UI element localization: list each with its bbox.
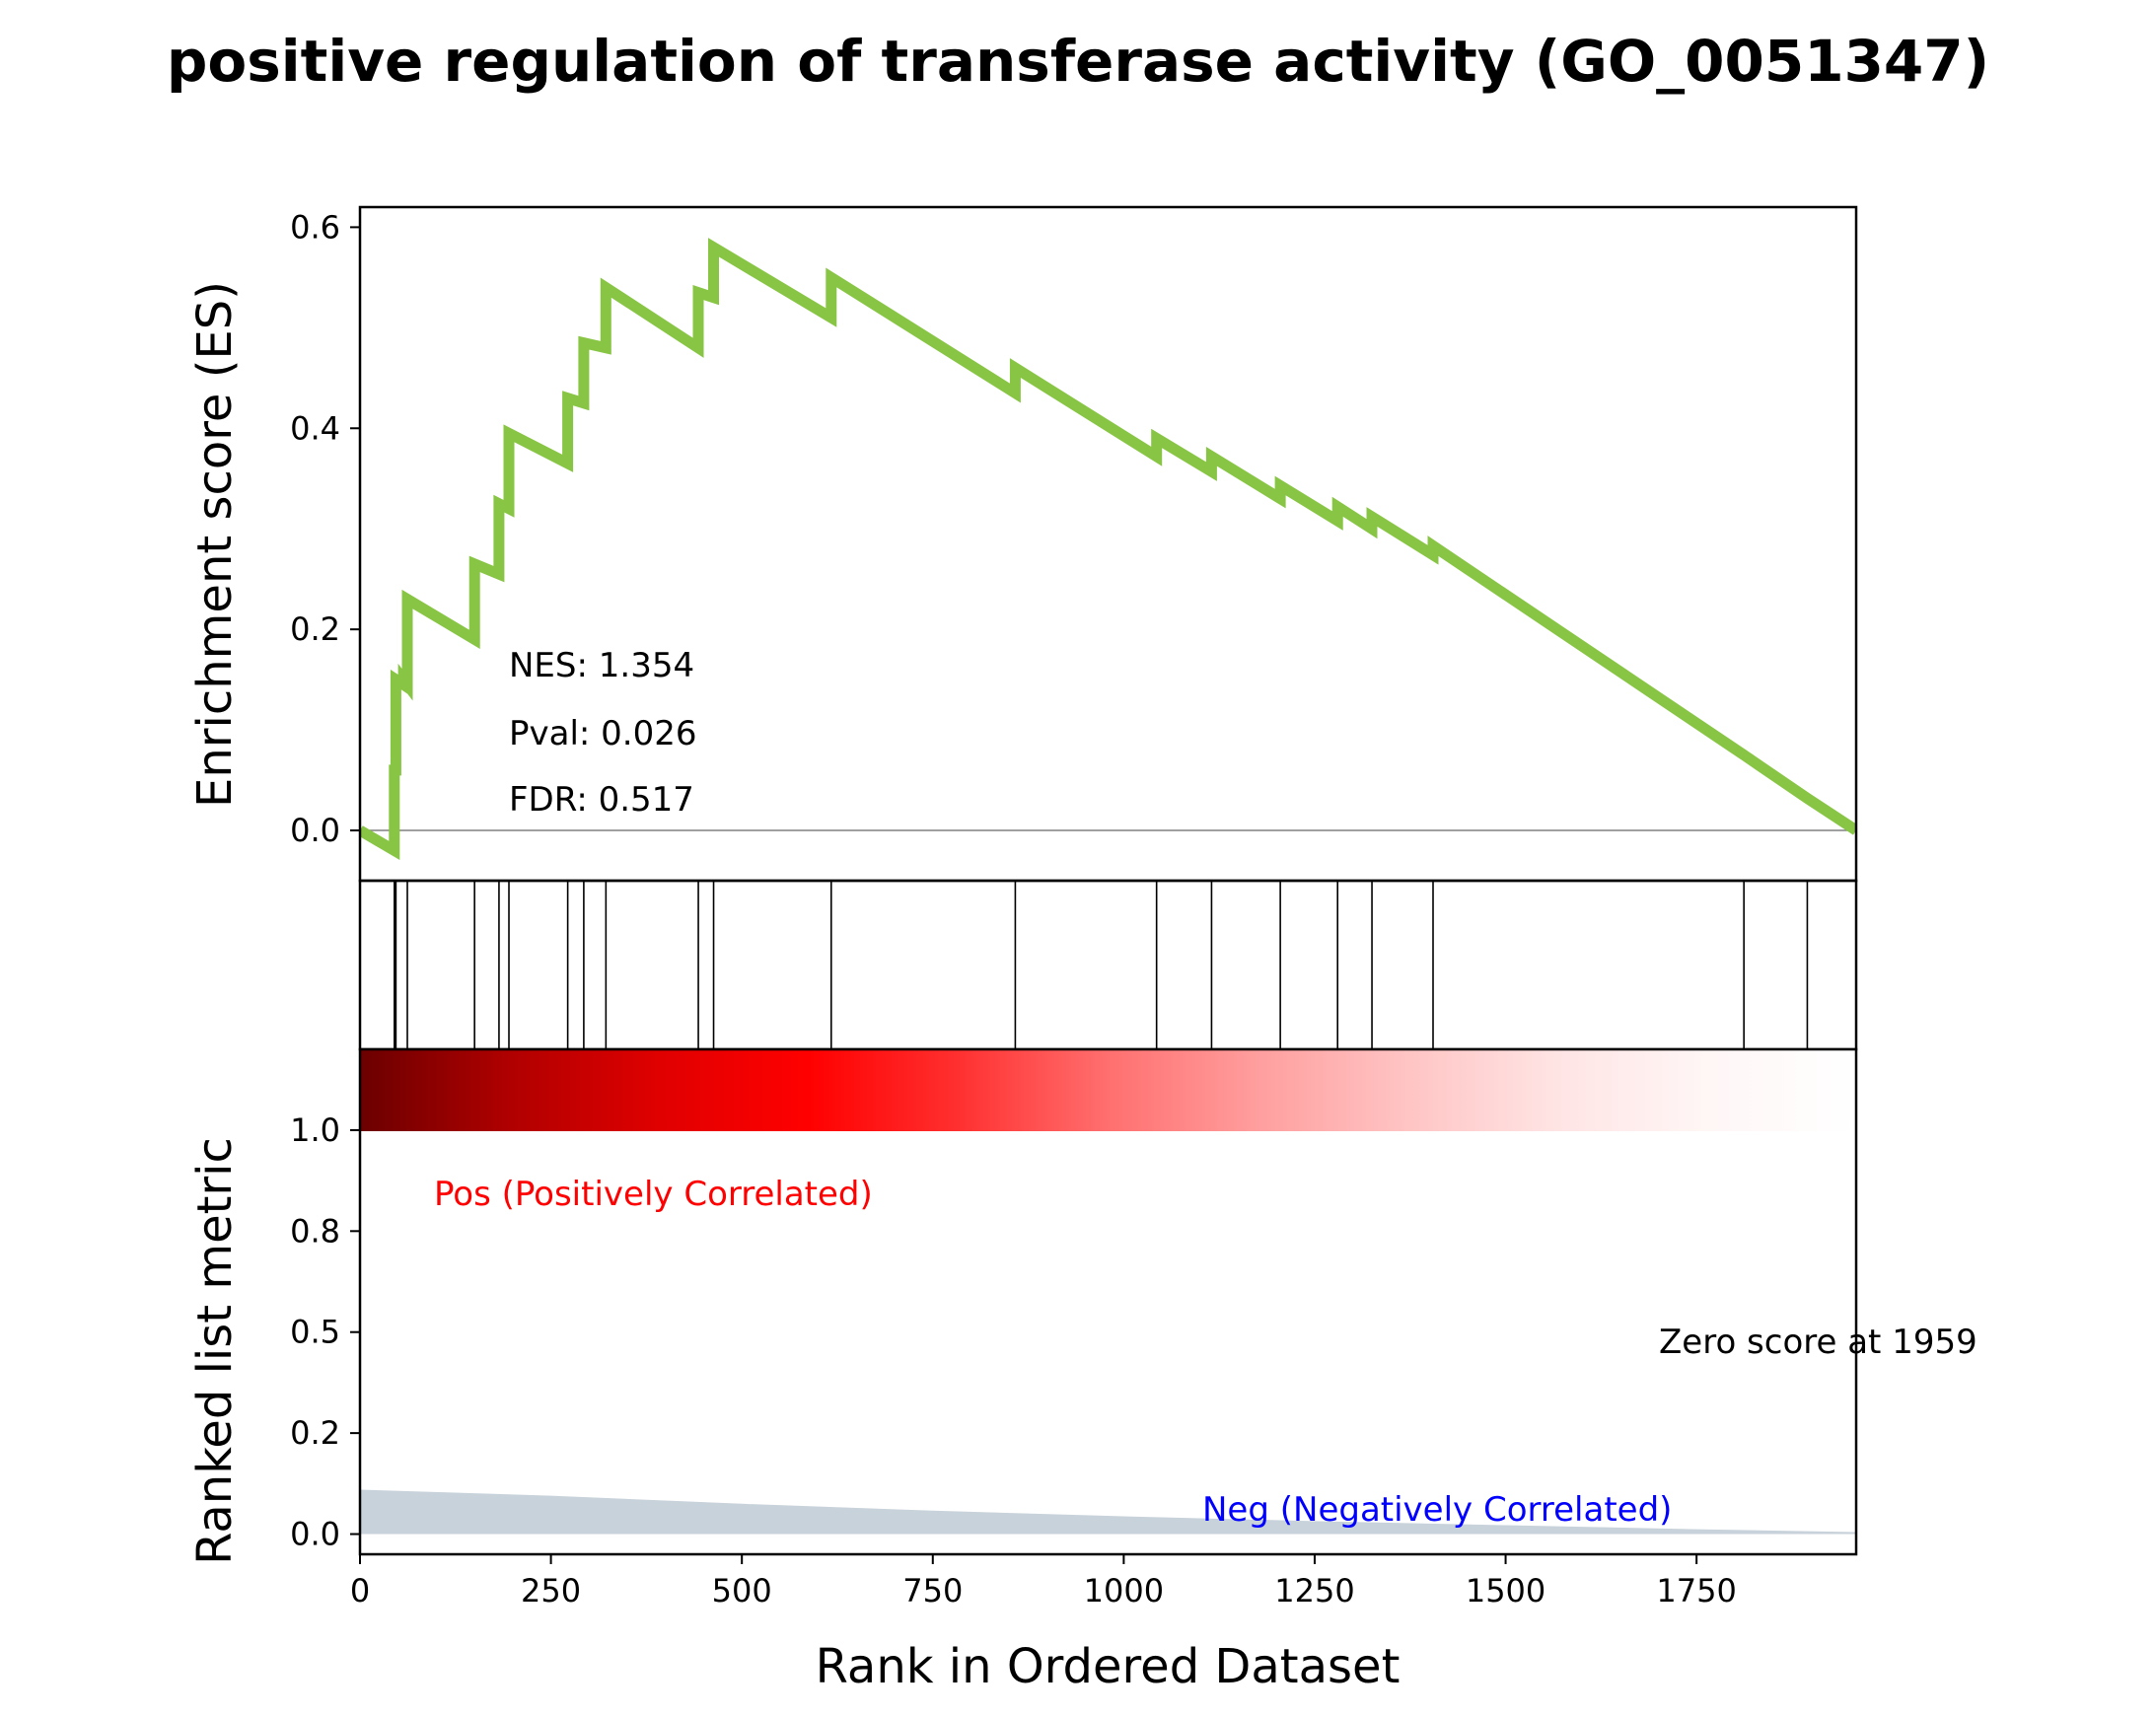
- rank-ytick-label: 0.8: [290, 1212, 340, 1250]
- rank-ytick-label: 0.2: [290, 1414, 340, 1452]
- rank-panel-frame: [358, 1047, 1858, 1556]
- es-ytick-label: 0.2: [290, 610, 340, 648]
- nes-annotation: NES: 1.354: [509, 646, 694, 685]
- pval-annotation: Pval: 0.026: [509, 714, 697, 753]
- hits-panel: [358, 879, 1858, 1051]
- es-series-line: [360, 238, 1856, 860]
- es-ylabel: Enrichment score (ES): [187, 281, 243, 808]
- xtick-label: 1250: [1274, 1572, 1354, 1610]
- rank-ylabel: Ranked list metric: [187, 1137, 243, 1565]
- rank-ytick-label: 0.5: [290, 1314, 340, 1351]
- ranked-metric-area: [360, 1489, 1856, 1535]
- es-ytick-label: 0.4: [290, 409, 340, 447]
- x-axis-label: Rank in Ordered Dataset: [816, 1639, 1401, 1694]
- negative-correlated-label: Neg (Negatively Correlated): [1202, 1490, 1672, 1530]
- es-ytick-label: 0.0: [290, 812, 340, 849]
- ranked-list-panel: 0.0 0.2 0.5 0.8 1.0 0 250 500 750 1000 1250 1500 17…: [187, 1047, 1977, 1694]
- positive-correlated-label: Pos (Positively Correlated): [434, 1175, 873, 1214]
- rank-ytick-label: 1.0: [290, 1111, 340, 1149]
- xtick-label: 750: [902, 1572, 963, 1610]
- zero-score-label: Zero score at 1959: [1659, 1323, 1977, 1362]
- fdr-annotation: FDR: 0.517: [509, 780, 694, 820]
- ranked-gradient-bar: [360, 1049, 1856, 1131]
- es-ytick-label: 0.6: [290, 208, 340, 246]
- enrichment-score-panel: 0.0 0.2 0.4 0.6 Enrichment score (ES) NES: …: [187, 205, 1858, 883]
- xtick-label: 1000: [1084, 1572, 1164, 1610]
- xtick-label: 0: [350, 1572, 370, 1610]
- xtick-label: 1750: [1656, 1572, 1736, 1610]
- xtick-label: 1500: [1466, 1572, 1545, 1610]
- xtick-label: 500: [712, 1572, 772, 1610]
- rank-ytick-label: 0.0: [290, 1516, 340, 1553]
- chart-title: positive regulation of transferase activ…: [167, 28, 1989, 95]
- xtick-label: 250: [521, 1572, 581, 1610]
